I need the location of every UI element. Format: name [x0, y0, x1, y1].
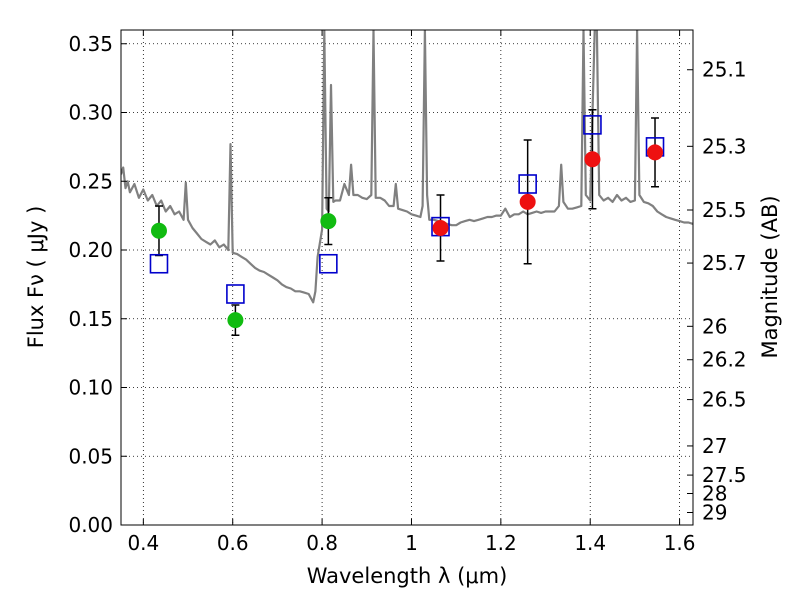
y2-tick-label: 27.5 — [702, 463, 747, 487]
x-tick-label: 0.4 — [127, 531, 159, 555]
x-tick-label: 1.4 — [574, 531, 606, 555]
y-tick-label: 0.10 — [68, 376, 113, 400]
y2-tick-label: 25.1 — [702, 58, 747, 82]
y2-tick-label: 28 — [702, 482, 727, 506]
x-tick-label: 1 — [405, 531, 418, 555]
model-band-square — [149, 253, 169, 274]
y2-tick-label: 26.5 — [702, 388, 747, 412]
y2-tick-label: 26 — [702, 314, 727, 338]
optical-point — [227, 312, 244, 329]
model-spectrum — [121, 30, 693, 304]
infrared-point — [519, 193, 536, 210]
infrared-point — [584, 151, 601, 168]
model-band-square — [518, 174, 537, 194]
y2-tick-label: 25.3 — [702, 134, 747, 158]
y-tick-label: 0.00 — [68, 513, 113, 537]
y-tick-label: 0.30 — [68, 101, 113, 125]
y2-tick-label: 25.7 — [702, 251, 747, 275]
infrared-point — [647, 144, 664, 161]
optical-point — [150, 222, 167, 239]
y2-tick-label: 26.2 — [702, 348, 747, 372]
y2-tick-label: 27 — [702, 434, 727, 458]
y-tick-label: 0.05 — [68, 444, 113, 468]
y-tick-label: 0.35 — [68, 32, 113, 56]
model-band-square — [319, 253, 338, 274]
x-tick-label: 0.6 — [217, 531, 249, 555]
x-tick-label: 0.8 — [306, 531, 338, 555]
plot-frame — [120, 29, 694, 526]
model-band-square — [583, 115, 602, 135]
y2-tick-label: 29 — [702, 500, 727, 524]
data-markers — [149, 109, 665, 336]
spectrum-line — [121, 30, 693, 304]
x-tick-label: 1.6 — [664, 531, 696, 555]
y2-tick-label: 25.5 — [702, 198, 747, 222]
optical-point — [320, 213, 337, 230]
y-axis-label: Flux Fν ( μJy ) — [24, 206, 48, 349]
x-axis-label: Wavelength λ (μm) — [307, 564, 508, 588]
plot-background — [121, 30, 693, 525]
y-tick-label: 0.15 — [68, 307, 113, 331]
y-tick-label: 0.20 — [68, 238, 113, 262]
infrared-point — [432, 220, 449, 236]
model-band-square — [226, 284, 245, 304]
y2-axis-label: Magnitude (AB) — [758, 195, 782, 358]
axis-ticks: 0.4 0.6 0.8 1 1.2 1.4 1.6 0.00 0.05 0.10 0.15 0.20 0… — [68, 30, 747, 555]
y-tick-label: 0.25 — [68, 169, 113, 193]
x-tick-label: 1.2 — [485, 531, 517, 555]
